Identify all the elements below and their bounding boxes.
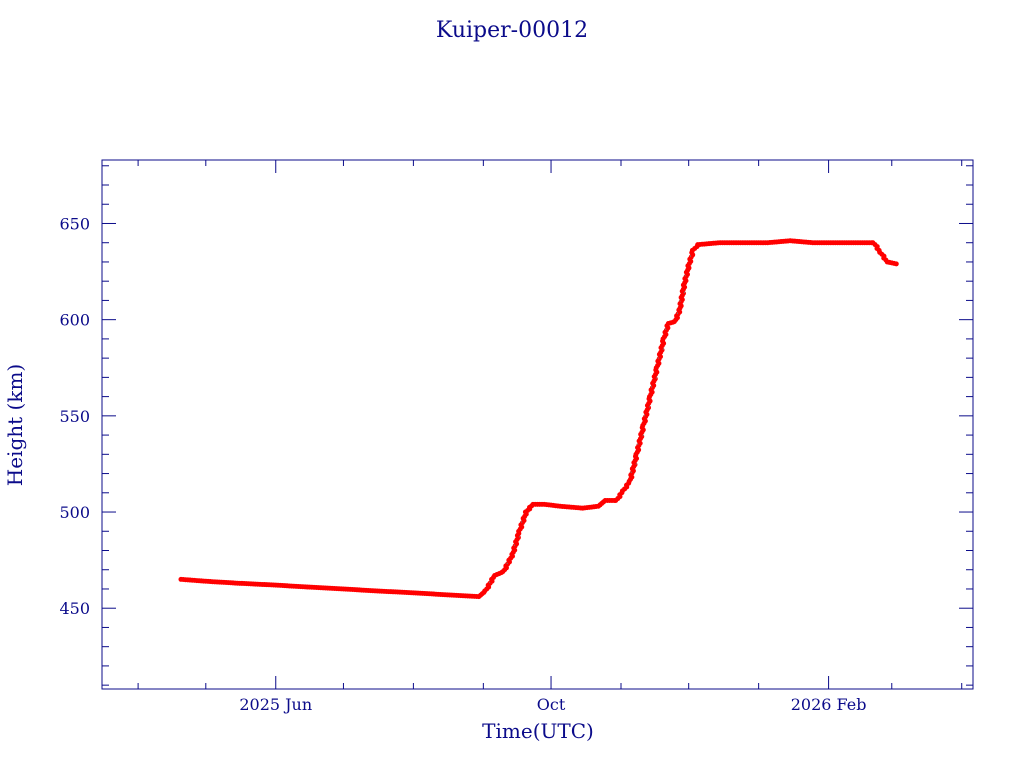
y-tick-label: 450 — [59, 599, 90, 618]
data-point — [893, 261, 899, 267]
y-axis-label: Height (km) — [3, 364, 27, 486]
data-series — [178, 238, 899, 600]
chart-title: Kuiper-00012 — [436, 18, 588, 43]
x-axis: 2025 Jun Oct 2026 Feb — [137, 160, 963, 714]
x-tick-label: 2026 Feb — [791, 695, 867, 714]
plot-frame — [101, 159, 974, 690]
series-markers — [178, 238, 899, 600]
x-tick-label: 2025 Jun — [239, 695, 312, 714]
series-line — [180, 240, 897, 598]
y-tick-label: 650 — [59, 214, 90, 233]
y-axis: 450 500 550 600 650 — [59, 165, 973, 686]
y-tick-label: 600 — [59, 311, 90, 330]
y-tick-label: 550 — [59, 407, 90, 426]
x-axis-label: Time(UTC) — [482, 719, 594, 743]
y-tick-label: 500 — [59, 503, 90, 522]
x-tick-label: Oct — [537, 695, 566, 714]
